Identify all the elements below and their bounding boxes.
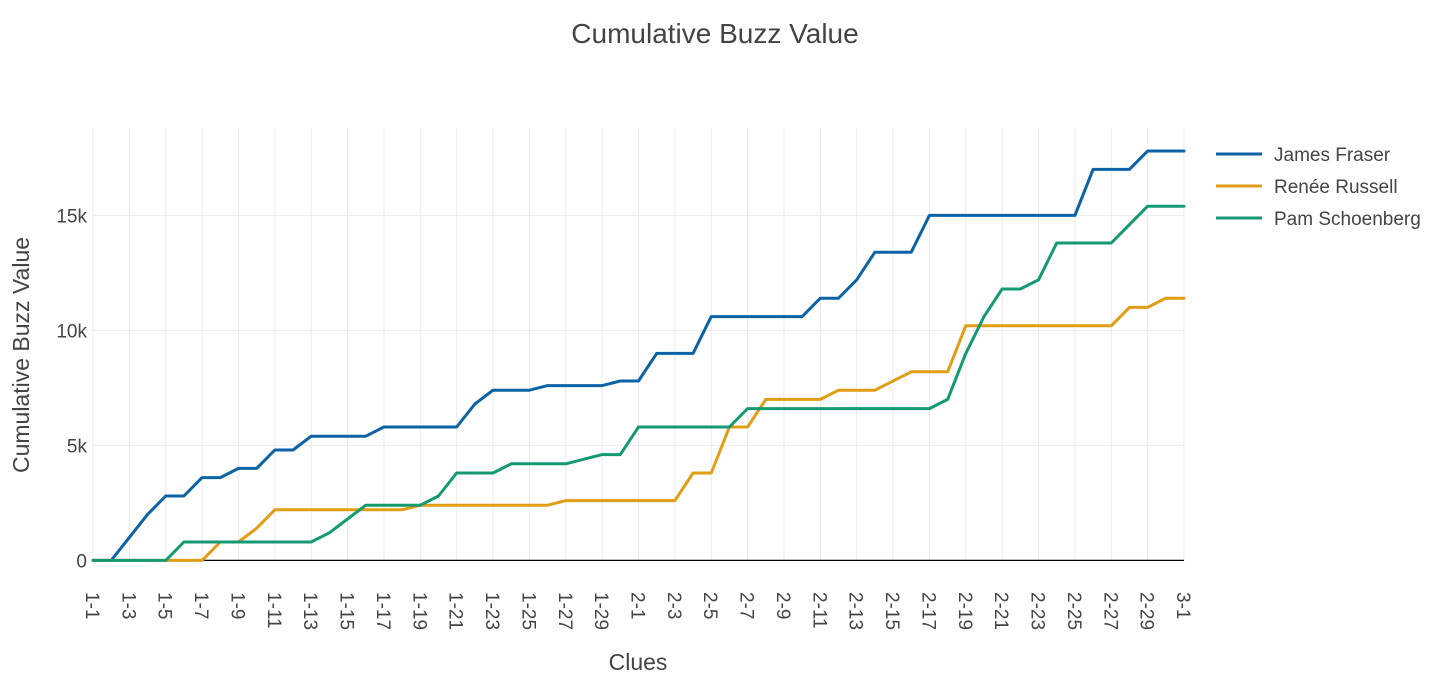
x-tick-label: 2-21 [990, 592, 1011, 630]
x-tick-label: 2-7 [736, 592, 757, 619]
x-tick-label: 1-27 [554, 592, 575, 630]
x-axis-ticks: 1-1 1-3 1-5 1-7 1-9 1-11 1-13 1-15 1-17 1-19 1-21 1… [81, 592, 1193, 630]
legend[interactable]: James Fraser Renée Russell Pam Schoenberg [1216, 145, 1421, 230]
x-tick-label: 1-13 [299, 592, 320, 630]
x-tick-label: 1-17 [372, 592, 393, 630]
x-tick-label: 2-9 [772, 592, 793, 619]
legend-item[interactable]: Pam Schoenberg [1216, 209, 1421, 230]
x-tick-label: 1-9 [226, 592, 247, 619]
x-tick-label: 1-23 [481, 592, 502, 630]
y-tick-label: 10k [56, 321, 87, 342]
gridlines [92, 128, 1185, 561]
legend-label: Pam Schoenberg [1274, 209, 1421, 230]
x-tick-label: 2-29 [1136, 592, 1157, 630]
x-tick-label: 1-29 [590, 592, 611, 630]
y-axis-title: Cumulative Buzz Value [8, 237, 34, 473]
x-tick-label: 1-3 [117, 592, 138, 619]
x-tick-label: 1-21 [445, 592, 466, 630]
series-line-0[interactable] [91, 149, 1186, 562]
x-tick-label: 1-5 [154, 592, 175, 619]
x-tick-label: 2-27 [1099, 592, 1120, 630]
x-tick-label: 2-15 [881, 592, 902, 630]
x-tick-label: 1-1 [81, 592, 102, 619]
x-tick-label: 3-1 [1172, 592, 1193, 619]
legend-item[interactable]: Renée Russell [1216, 177, 1398, 198]
y-tick-label: 5k [67, 436, 88, 457]
x-tick-label: 2-23 [1027, 592, 1048, 630]
x-axis-title: Clues [609, 649, 668, 675]
x-tick-label: 1-15 [336, 592, 357, 630]
x-tick-label: 1-11 [263, 592, 284, 629]
series-lines [91, 149, 1186, 562]
x-tick-label: 1-19 [408, 592, 429, 630]
series-line-2[interactable] [91, 204, 1186, 562]
chart-title: Cumulative Buzz Value [571, 18, 858, 49]
x-tick-label: 2-13 [845, 592, 866, 630]
x-tick-label: 2-11 [808, 592, 829, 629]
x-tick-label: 2-1 [627, 592, 648, 619]
series-line-1[interactable] [91, 296, 1186, 562]
x-tick-label: 1-7 [190, 592, 211, 619]
x-tick-label: 2-17 [917, 592, 938, 630]
x-tick-label: 1-25 [517, 592, 538, 630]
legend-label: Renée Russell [1274, 177, 1398, 198]
y-axis-ticks: 0 5k 10k 15k [56, 206, 87, 572]
y-tick-label: 15k [56, 206, 87, 227]
y-tick-label: 0 [76, 551, 87, 572]
x-tick-label: 2-5 [699, 592, 720, 619]
x-tick-label: 2-25 [1063, 592, 1084, 630]
legend-label: James Fraser [1274, 145, 1391, 166]
x-tick-label: 2-19 [954, 592, 975, 630]
x-tick-label: 2-3 [663, 592, 684, 619]
legend-item[interactable]: James Fraser [1216, 145, 1391, 166]
